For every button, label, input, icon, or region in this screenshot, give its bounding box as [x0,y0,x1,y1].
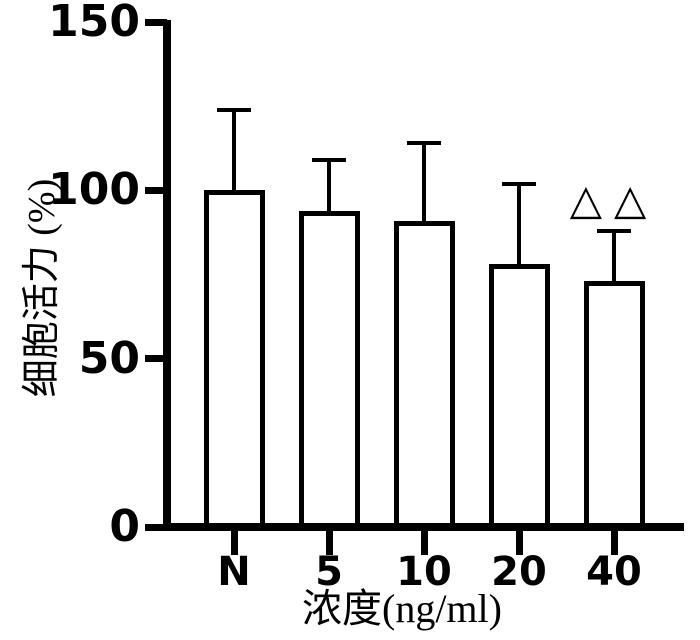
bar [393,220,455,531]
x-tick-label: 5 [315,549,343,595]
bar [583,281,645,531]
bar [488,264,550,531]
x-tick-label: 20 [491,549,547,595]
y-tick-label: 50 [78,332,140,384]
error-bar-cap [312,158,346,163]
y-tick-label: 150 [48,0,140,47]
y-tick [145,186,167,194]
error-bar-cap [502,181,536,186]
y-tick [145,18,167,26]
y-axis-title: 细胞活力 (%) [21,178,63,398]
x-tick [515,531,523,555]
error-bar-line [422,143,426,231]
y-tick [145,523,167,531]
y-axis-line [163,20,171,531]
y-tick-label: 0 [109,501,140,552]
bar [203,190,265,531]
x-tick [610,531,618,555]
error-bar-cap [217,107,251,112]
x-axis-line [163,523,684,531]
error-bar-cap [407,141,441,146]
x-tick [420,531,428,555]
error-bar-line [327,160,331,221]
error-bar-line [612,230,616,292]
y-tick-label: 100 [48,164,140,216]
x-tick [230,531,238,555]
error-bar-cap [597,228,631,233]
error-bar-line [517,183,521,275]
bar [298,210,360,531]
y-tick [145,355,167,363]
significance-marker: △△ [569,174,659,224]
x-tick-label: 40 [586,549,642,595]
x-tick [325,531,333,555]
x-tick-label: N [217,549,251,595]
x-tick-label: 10 [396,549,452,595]
x-axis-title: 浓度(ng/ml) [302,586,502,631]
error-bar-line [232,109,236,201]
